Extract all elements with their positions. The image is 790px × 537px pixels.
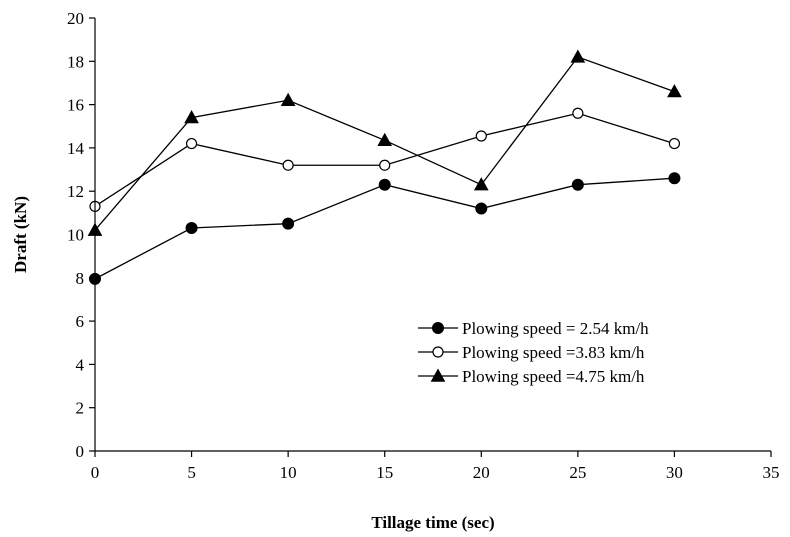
y-tick-label: 6 (76, 312, 85, 331)
series-3-point (280, 92, 296, 106)
series-2-point (379, 159, 391, 171)
legend-marker (432, 346, 444, 358)
series-2-point (282, 159, 294, 171)
y-tick-label: 0 (76, 442, 85, 461)
x-tick-label: 0 (91, 463, 100, 482)
series-3-point (473, 177, 489, 191)
x-axis-title: Tillage time (sec) (371, 513, 494, 532)
y-tick-label: 2 (76, 399, 85, 418)
series-3-point (184, 110, 199, 124)
series-1 (89, 172, 681, 285)
legend-label: Plowing speed = 2.54 km/h (462, 319, 649, 338)
series-1-point (475, 202, 488, 215)
series-2-point (668, 137, 681, 150)
legend-label: Plowing speed =4.75 km/h (462, 367, 645, 386)
series-1-point (668, 172, 681, 185)
legend: Plowing speed = 2.54 km/h Plowing speed =… (418, 319, 649, 386)
x-tick-label: 30 (666, 463, 683, 482)
axes (94, 18, 771, 452)
y-tick-label: 10 (67, 226, 84, 245)
series-3 (87, 49, 682, 236)
series-2-point (572, 107, 584, 119)
series-3-point (667, 84, 682, 98)
x-tick-label: 35 (763, 463, 780, 482)
series-2-point (185, 137, 198, 150)
x-tick-label: 25 (569, 463, 586, 482)
x-tick-label: 5 (187, 463, 196, 482)
legend-label: Plowing speed =3.83 km/h (462, 343, 645, 362)
y-tick-label: 4 (76, 355, 85, 374)
y-tick-label: 20 (67, 9, 84, 28)
x-tick-label: 10 (280, 463, 297, 482)
series-2-point (475, 130, 487, 142)
series-3-point (570, 49, 586, 63)
series-1-point (282, 217, 295, 230)
series-1-point (378, 178, 391, 191)
legend-entry: Plowing speed =4.75 km/h (418, 367, 645, 386)
series-1-line (94, 177, 675, 280)
series-3-point (377, 132, 393, 147)
series-layer (87, 49, 682, 285)
y-tick-label: 14 (67, 139, 85, 158)
legend-marker (430, 368, 446, 382)
axis-ticks: 0 2 4 6 8 10 12 14 16 18 20 0 5 10 15 20 25 30 35 (67, 9, 780, 482)
legend-entry: Plowing speed =3.83 km/h (418, 343, 645, 362)
x-tick-label: 20 (473, 463, 490, 482)
y-tick-label: 12 (67, 182, 84, 201)
y-tick-label: 18 (67, 52, 84, 71)
legend-entry: Plowing speed = 2.54 km/h (418, 319, 649, 338)
x-tick-label: 15 (376, 463, 393, 482)
legend-marker (432, 322, 444, 334)
series-2 (89, 107, 681, 212)
y-tick-label: 16 (67, 96, 84, 115)
series-1-point (185, 222, 198, 235)
y-tick-label: 8 (76, 269, 85, 288)
y-axis-title: Draft (kN) (11, 196, 30, 273)
series-1-point (571, 178, 584, 191)
